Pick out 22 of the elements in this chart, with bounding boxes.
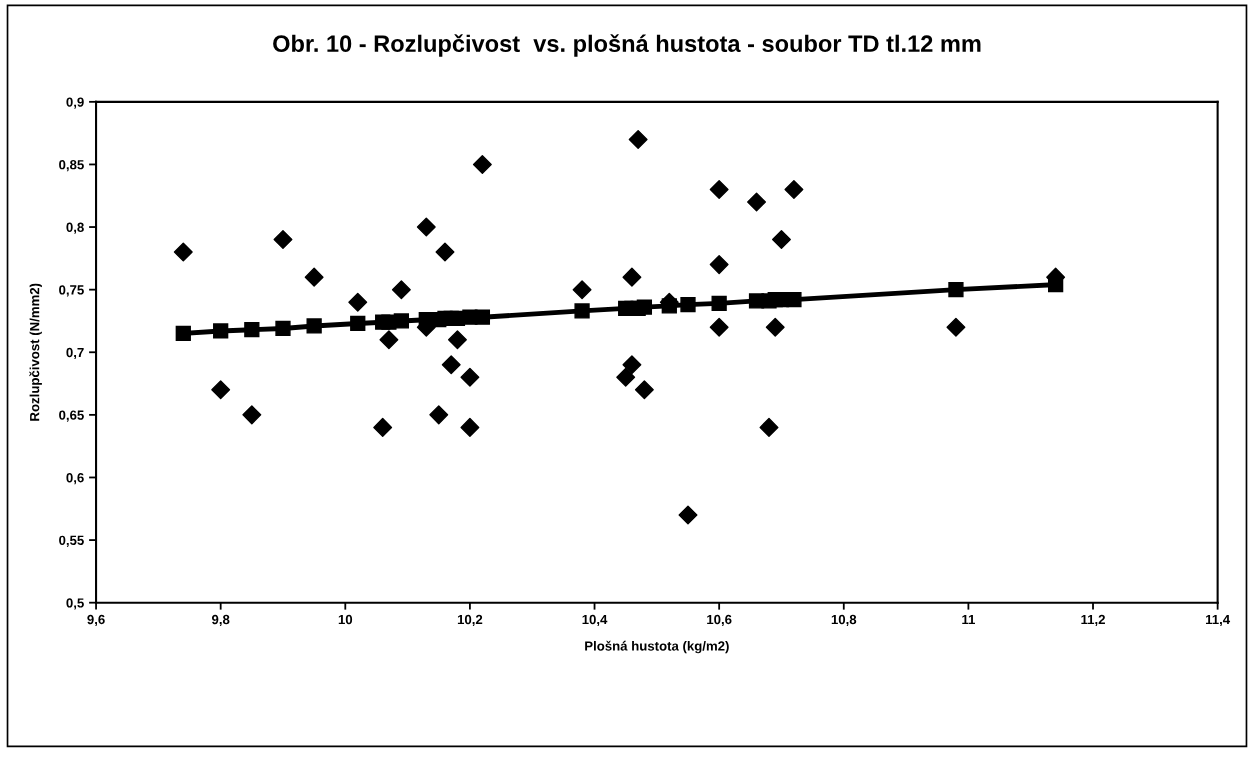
y-tick-label: 0,7 xyxy=(66,347,84,360)
x-tick-label: 10,2 xyxy=(457,614,483,627)
y-tick-label: 0,65 xyxy=(59,410,84,422)
y-tick-label: 0,8 xyxy=(66,222,84,234)
x-tick-label: 10,6 xyxy=(707,614,732,627)
x-tick-label: 11,2 xyxy=(1081,614,1105,627)
chart-title: Obr. 10 - Rozlupčivost vs. plošná hustota - soubor TD tl.12 mm xyxy=(273,34,981,57)
y-tick-label: 0,85 xyxy=(59,160,84,172)
y-tick-label: 0,6 xyxy=(66,473,84,485)
y-tick-label: 0,55 xyxy=(59,535,84,547)
x-axis-title: Plošná hustota (kg/m2) xyxy=(585,640,729,654)
y-axis-title: Rozlupčivost (N/mm2) xyxy=(29,283,42,421)
x-tick-label: 10,4 xyxy=(582,614,608,627)
y-tick-label: 0,9 xyxy=(66,97,84,109)
x-tick-label: 9,6 xyxy=(87,614,105,627)
x-tick-label: 10,8 xyxy=(831,614,857,627)
x-tick-label: 11,4 xyxy=(1205,614,1231,627)
y-tick-label: 0,75 xyxy=(59,285,84,297)
x-tick-label: 9,8 xyxy=(211,614,230,627)
y-tick-label: 0,5 xyxy=(66,598,84,610)
x-tick-label: 11 xyxy=(962,614,975,625)
x-tick-label: 10 xyxy=(338,614,353,625)
